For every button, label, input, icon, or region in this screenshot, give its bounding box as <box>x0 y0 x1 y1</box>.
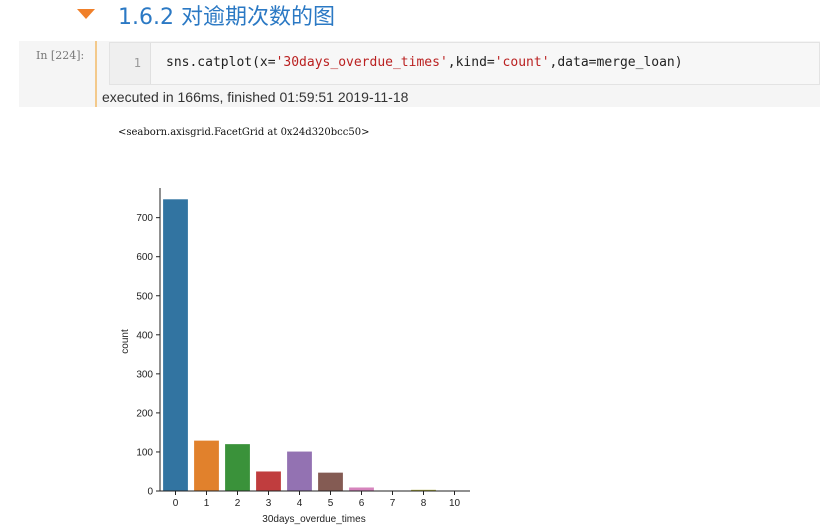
code-call-prefix: sns.catplot(x= <box>166 55 276 70</box>
code-call-suffix: ,data=merge_loan) <box>549 55 683 70</box>
x-tick-label: 7 <box>390 498 396 509</box>
x-tick-label: 6 <box>359 498 365 509</box>
cell-accent-bar <box>95 41 97 107</box>
code-x-string: '30days_overdue_times' <box>275 55 448 70</box>
y-tick-label: 700 <box>136 213 153 224</box>
bar-0 <box>163 199 188 491</box>
bar-5 <box>318 472 343 491</box>
y-tick-label: 300 <box>136 369 153 380</box>
x-tick-label: 0 <box>173 498 179 509</box>
input-prompt: In [224]: <box>36 49 85 62</box>
bar-2 <box>225 444 250 491</box>
y-tick-label: 100 <box>136 447 153 458</box>
code-cell[interactable]: In [224]: 1 sns.catplot(x='30days_overdu… <box>19 41 820 107</box>
x-tick-label: 5 <box>328 498 334 509</box>
x-tick-label: 3 <box>266 498 272 509</box>
x-tick-label: 10 <box>449 498 461 509</box>
bar-6 <box>349 487 374 491</box>
collapse-arrow-icon[interactable] <box>77 9 95 19</box>
section-title: 1.6.2 对逾期次数的图 <box>118 5 335 30</box>
bar-8 <box>411 489 436 491</box>
x-tick-label: 4 <box>297 498 303 509</box>
line-gutter: 1 <box>110 43 151 84</box>
y-tick-label: 500 <box>136 291 153 302</box>
output-repr: <seaborn.axisgrid.FacetGrid at 0x24d320b… <box>118 127 370 138</box>
line-number: 1 <box>133 56 141 70</box>
code-kind-arg: ,kind= <box>447 55 495 70</box>
x-tick-label: 8 <box>421 498 427 509</box>
section-heading: 1.6.2 对逾期次数的图 <box>0 0 820 30</box>
code-line[interactable]: sns.catplot(x='30days_overdue_times',kin… <box>166 55 683 70</box>
execution-status: executed in 166ms, finished 01:59:51 201… <box>102 89 409 105</box>
y-tick-label: 600 <box>136 252 153 263</box>
code-kind-string: 'count' <box>494 55 550 70</box>
y-tick-label: 0 <box>147 487 153 498</box>
x-tick-label: 2 <box>235 498 241 509</box>
bar-1 <box>194 440 219 491</box>
y-axis-label: count <box>120 329 131 354</box>
y-tick-label: 400 <box>136 330 153 341</box>
x-tick-label: 1 <box>204 498 210 509</box>
code-editor[interactable]: 1 sns.catplot(x='30days_overdue_times',k… <box>109 42 820 85</box>
bar-4 <box>287 451 312 491</box>
x-axis-label: 30days_overdue_times <box>262 514 365 525</box>
y-tick-label: 200 <box>136 408 153 419</box>
bar-3 <box>256 471 281 491</box>
